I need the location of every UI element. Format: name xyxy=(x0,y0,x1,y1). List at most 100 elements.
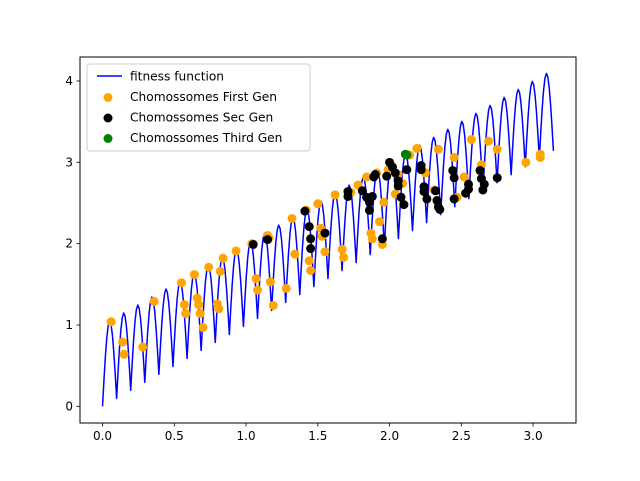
data-point xyxy=(195,309,205,319)
data-point xyxy=(330,190,340,200)
data-point xyxy=(181,309,191,319)
chromosome-markers xyxy=(106,135,545,359)
data-point xyxy=(449,173,459,183)
data-point xyxy=(464,184,473,194)
data-point xyxy=(119,349,129,359)
legend-entry: fitness function xyxy=(97,70,224,84)
data-point xyxy=(521,157,531,167)
data-point xyxy=(422,194,432,204)
legend-label: fitness function xyxy=(130,70,224,84)
data-point xyxy=(215,266,225,276)
data-point xyxy=(448,165,458,175)
data-point xyxy=(118,337,128,347)
data-point xyxy=(320,247,330,257)
plot-frame xyxy=(79,56,577,424)
data-point xyxy=(449,152,459,162)
data-point xyxy=(377,234,387,244)
fitness-function-line xyxy=(101,72,555,407)
data-point xyxy=(375,217,385,227)
x-tick-label: 0.5 xyxy=(165,429,184,443)
y-tick-label: 1 xyxy=(65,318,73,332)
data-point xyxy=(364,205,374,215)
data-point xyxy=(479,179,489,189)
y-axis-ticks: 0 1 2 3 4 xyxy=(65,74,80,413)
legend-label: Chomossomes Sec Gen xyxy=(130,111,273,125)
data-point xyxy=(253,285,263,295)
data-point xyxy=(176,278,186,288)
data-point xyxy=(339,252,349,262)
data-point xyxy=(459,172,469,182)
data-point xyxy=(393,181,403,191)
data-point xyxy=(412,144,422,153)
data-point xyxy=(475,165,485,175)
legend-marker-swatch xyxy=(103,93,113,102)
data-point xyxy=(304,256,314,266)
data-point xyxy=(218,253,228,263)
data-point xyxy=(402,165,412,175)
data-point xyxy=(204,262,214,272)
data-point xyxy=(433,144,443,154)
x-tick-label: 2.0 xyxy=(380,429,399,443)
data-point xyxy=(138,342,148,352)
x-tick-label: 1.5 xyxy=(308,429,327,443)
data-point xyxy=(396,192,406,202)
legend-entry: Chomossomes Third Gen xyxy=(103,131,282,145)
x-tick-label: 0.0 xyxy=(93,429,112,443)
data-point xyxy=(399,200,409,210)
data-point xyxy=(265,277,275,287)
data-point xyxy=(492,144,502,154)
data-point xyxy=(419,187,429,197)
legend-marker-swatch xyxy=(103,134,113,143)
data-point xyxy=(402,150,412,160)
data-point xyxy=(189,270,199,280)
data-point xyxy=(337,244,347,254)
data-point xyxy=(431,186,440,196)
x-tick-label: 1.0 xyxy=(237,429,256,443)
series-chomossomes-sec-gen xyxy=(248,157,502,254)
data-point xyxy=(194,300,204,310)
data-point xyxy=(300,206,310,216)
data-point xyxy=(343,191,353,201)
data-point xyxy=(231,246,241,256)
data-point xyxy=(390,168,400,178)
data-point xyxy=(367,191,377,201)
legend-entries: fitness function Chomossomes First Gen Cho… xyxy=(97,70,282,145)
data-point xyxy=(251,274,261,284)
legend-entry: Chomossomes First Gen xyxy=(103,90,277,104)
data-point xyxy=(268,300,278,310)
data-point xyxy=(466,135,476,145)
data-point xyxy=(304,222,314,232)
data-point xyxy=(449,194,459,204)
data-point xyxy=(416,165,426,175)
data-point xyxy=(313,199,323,209)
data-point xyxy=(320,228,330,238)
data-point xyxy=(214,304,224,314)
data-point xyxy=(435,205,445,214)
data-point xyxy=(379,197,389,207)
data-point xyxy=(281,283,291,293)
data-point xyxy=(248,239,258,249)
y-tick-label: 2 xyxy=(65,237,73,251)
x-tick-label: 3.0 xyxy=(524,429,543,443)
y-tick-label: 3 xyxy=(65,155,73,169)
data-point xyxy=(179,300,189,310)
legend-entry: Chomossomes Sec Gen xyxy=(103,111,273,125)
data-point xyxy=(535,152,545,162)
data-point xyxy=(306,266,316,275)
data-point xyxy=(362,172,372,182)
legend-marker-swatch xyxy=(103,113,113,123)
data-point xyxy=(290,249,300,259)
legend-box xyxy=(86,63,311,152)
data-point xyxy=(370,170,380,180)
data-point xyxy=(263,235,273,245)
data-point xyxy=(149,296,159,306)
data-point xyxy=(306,244,316,254)
x-tick-label: 2.5 xyxy=(452,429,471,443)
data-point xyxy=(106,317,116,327)
data-point xyxy=(492,173,502,183)
data-point xyxy=(367,234,377,244)
data-point xyxy=(382,171,392,181)
y-tick-label: 0 xyxy=(65,399,73,413)
series-chomossomes-third-gen xyxy=(400,149,412,160)
